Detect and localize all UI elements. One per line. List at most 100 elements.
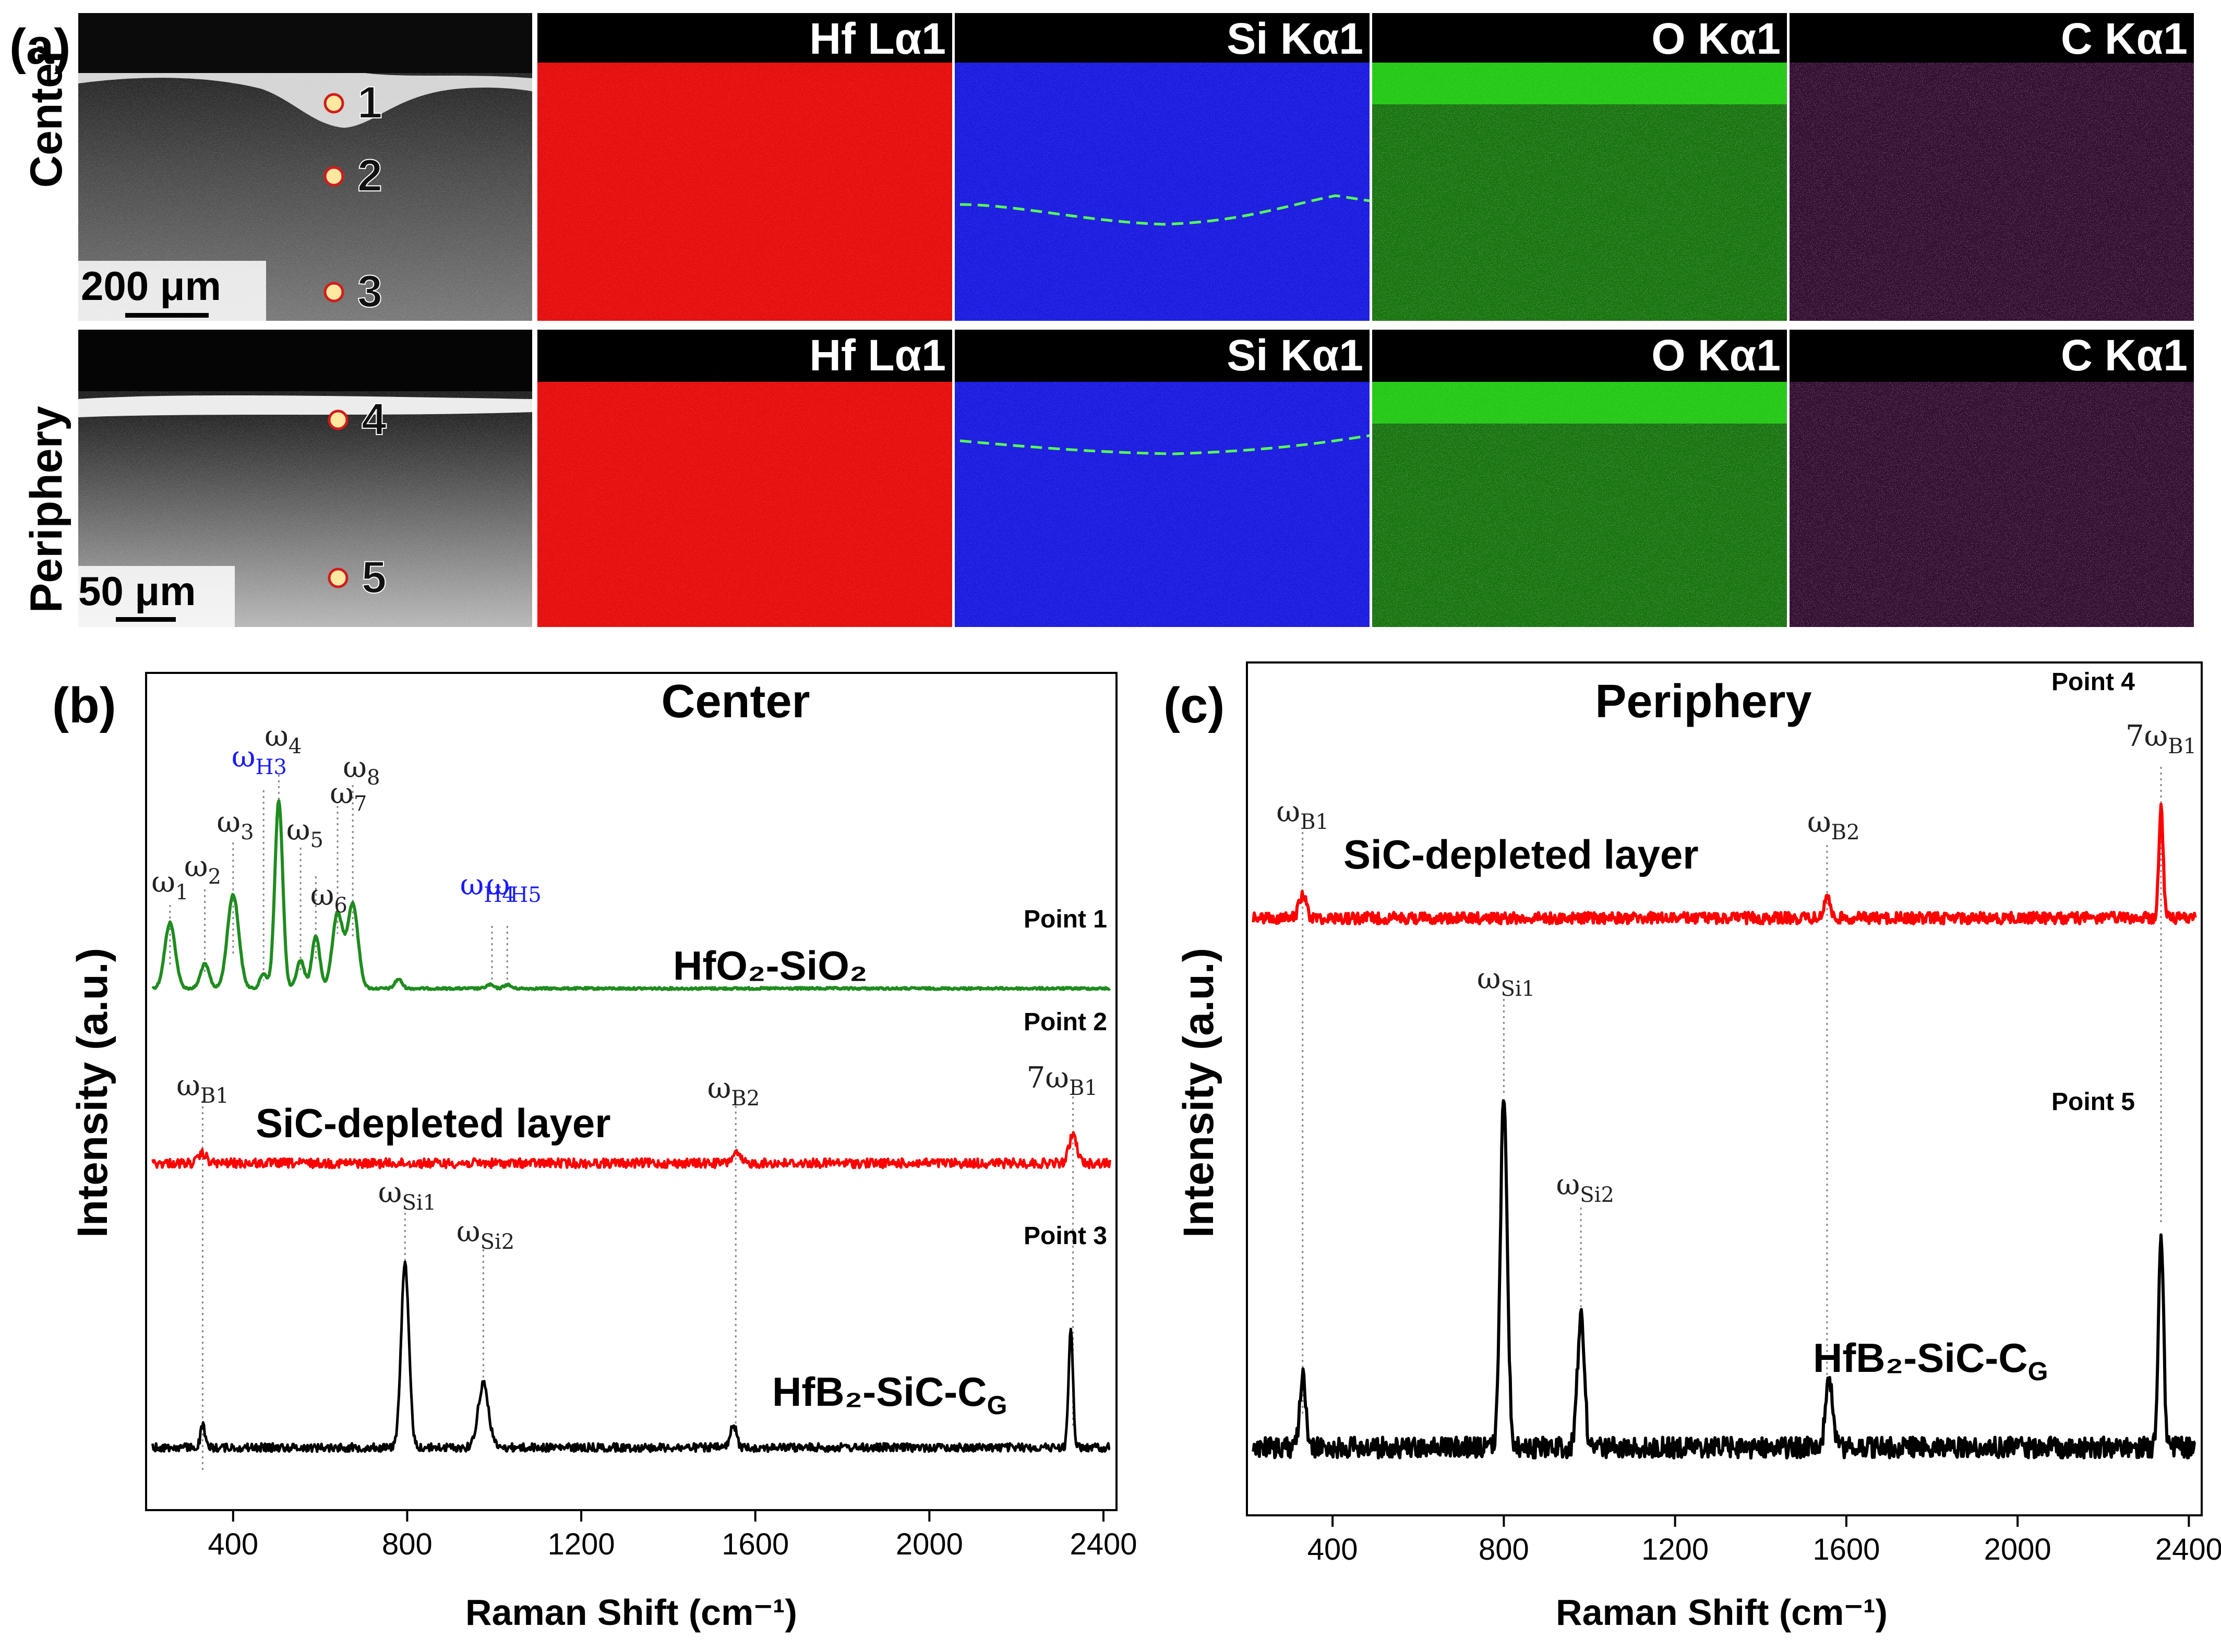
x-ticks-c: 400 800 1200 1600 2000 2400 bbox=[1307, 1515, 2221, 1566]
x-tick-label: 1600 bbox=[1812, 1533, 1880, 1566]
x-tick-label: 2400 bbox=[1070, 1527, 1137, 1561]
panel-c: (c) Periphery Intensity (a.u.) Raman Shi… bbox=[1163, 661, 2221, 1633]
peak-label: ωH3 bbox=[232, 740, 287, 779]
x-ticks-b: 400 800 1200 1600 2000 2400 bbox=[208, 1510, 1137, 1561]
eds-map-hf-0: Hf Lα1 bbox=[537, 13, 952, 321]
peak-label: ωSi2 bbox=[457, 1215, 514, 1254]
trace-point2-sic-depleted bbox=[151, 1131, 1111, 1169]
peak-label: ωH4 bbox=[460, 868, 515, 907]
row-label-center: Center bbox=[21, 46, 71, 188]
boundary-line-center bbox=[959, 194, 1370, 226]
peak-label: ω1 bbox=[151, 865, 188, 905]
panel-label-c: (c) bbox=[1163, 678, 1224, 733]
map-label: Si Kα1 bbox=[1227, 14, 1363, 63]
measurement-points: 1 2 3 4 5 bbox=[323, 77, 387, 603]
point-number: 1 bbox=[357, 78, 382, 128]
plot-title-c: Periphery bbox=[1595, 676, 1811, 728]
sem-image-center bbox=[78, 13, 532, 321]
scale-bar-label-periphery: 50 μm bbox=[78, 568, 196, 614]
peak-label: 7ωB1 bbox=[1027, 1061, 1098, 1100]
y-axis-label-c: Intensity (a.u.) bbox=[1175, 948, 1222, 1238]
y-axis-label-b: Intensity (a.u.) bbox=[69, 948, 116, 1238]
plot-frame-c bbox=[1246, 661, 2203, 1516]
trace-point5-hfb2-sic-cg bbox=[1252, 1099, 2196, 1460]
trace-label-hfb2-c: HfB₂-SiC-CG bbox=[1813, 1335, 2048, 1386]
peak-label: ωB1 bbox=[1276, 795, 1329, 834]
x-tick-label: 1200 bbox=[1641, 1533, 1709, 1566]
map-label: O Kα1 bbox=[1651, 331, 1781, 380]
map-label: C Kα1 bbox=[2061, 331, 2188, 380]
x-tick-label: 800 bbox=[382, 1527, 433, 1561]
map-label: C Kα1 bbox=[2061, 14, 2188, 63]
eds-map-o-1: O Kα1 bbox=[1372, 330, 1787, 627]
eds-map-o-0: O Kα1 bbox=[1372, 13, 1787, 321]
trace-label-hfb2-b: HfB₂-SiC-CG bbox=[772, 1369, 1007, 1420]
x-tick-label: 2400 bbox=[2155, 1533, 2221, 1566]
map-label: O Kα1 bbox=[1651, 14, 1781, 63]
peak-label: ωSi2 bbox=[1556, 1168, 1614, 1207]
trace-label-hfo2-sio2: HfO₂-SiO₂ bbox=[673, 943, 868, 988]
peak-guides-c bbox=[1302, 767, 2162, 1416]
panel-label-a: (a) bbox=[9, 19, 70, 75]
trace-label-sic-depleted-b: SiC-depleted layer bbox=[256, 1100, 611, 1146]
boundary-line-periphery bbox=[959, 434, 1370, 455]
x-axis-label-b: Raman Shift (cm⁻¹) bbox=[465, 1592, 797, 1633]
peak-label: ωH5 bbox=[486, 868, 542, 907]
eds-map-c-0: C Kα1 bbox=[1790, 13, 2194, 321]
peak-label: ω8 bbox=[343, 751, 380, 790]
plot-title-b: Center bbox=[661, 676, 810, 728]
eds-map-c-1: C Kα1 bbox=[1790, 330, 2194, 627]
eds-maps-center: Hf Lα1 Si Kα1 O Kα1 C Kα1 bbox=[537, 13, 2194, 321]
peak-label: ωB2 bbox=[707, 1071, 760, 1111]
map-label: Si Kα1 bbox=[1227, 331, 1363, 380]
panel-a: (a) Center Periphery Hf Lα1 Si Kα1 O Kα1 C … bbox=[9, 13, 2194, 627]
eds-map-hf-1: Hf Lα1 bbox=[537, 330, 952, 627]
x-axis-label-c: Raman Shift (cm⁻¹) bbox=[1556, 1592, 1888, 1633]
point-number: 2 bbox=[357, 151, 382, 201]
point-marker-3: 3 bbox=[323, 266, 383, 317]
panel-b: (b) Center Intensity (a.u.) Raman Shift … bbox=[52, 672, 1137, 1633]
peak-label: ωSi1 bbox=[1477, 962, 1535, 1001]
peak-label: ω5 bbox=[286, 813, 323, 852]
eds-map-si-1: Si Kα1 bbox=[955, 330, 1370, 627]
row-label-periphery: Periphery bbox=[21, 406, 71, 613]
peak-label: ω6 bbox=[310, 878, 347, 918]
point-number: 5 bbox=[362, 552, 387, 602]
x-tick-label: 2000 bbox=[1984, 1533, 2051, 1566]
eds-map-si-0: Si Kα1 bbox=[955, 13, 1370, 321]
point-marker-2: 2 bbox=[323, 150, 383, 201]
map-label: Hf Lα1 bbox=[809, 331, 946, 380]
map-label: Hf Lα1 bbox=[809, 14, 946, 63]
trace-point4-sic-depleted bbox=[1252, 802, 2197, 925]
plot-frame-b bbox=[145, 672, 1118, 1511]
point-number: 4 bbox=[362, 394, 387, 444]
x-tick-label: 800 bbox=[1479, 1533, 1529, 1566]
point-label-2: Point 2 bbox=[1024, 1008, 1107, 1036]
x-tick-label: 400 bbox=[208, 1527, 258, 1561]
point-marker-5: 5 bbox=[328, 552, 387, 603]
panel-label-b: (b) bbox=[52, 678, 116, 733]
peak-label: ωB1 bbox=[176, 1069, 229, 1108]
peak-label: ωB2 bbox=[1807, 805, 1860, 845]
point-marker-1: 1 bbox=[323, 77, 383, 128]
trace-point3-hfb2-sic-cg bbox=[151, 1260, 1111, 1453]
point-label-5: Point 5 bbox=[2051, 1088, 2135, 1116]
x-tick-label: 400 bbox=[1307, 1533, 1358, 1566]
point-label-4: Point 4 bbox=[2051, 668, 2135, 696]
peak-label: ω3 bbox=[217, 805, 254, 845]
trace-point1-hfo2-sio2 bbox=[151, 799, 1111, 991]
peak-label: ω4 bbox=[265, 719, 302, 758]
peak-labels-c: ωB1 ωB2 7ωB1 ωSi1 ωSi2 bbox=[1276, 719, 2196, 1207]
point-label-3: Point 3 bbox=[1024, 1222, 1107, 1250]
peak-label: 7ωB1 bbox=[2126, 719, 2196, 758]
scale-bar-label-center: 200 μm bbox=[81, 263, 221, 309]
point-label-1: Point 1 bbox=[1024, 906, 1107, 933]
peak-label: ωSi1 bbox=[378, 1176, 436, 1215]
x-tick-label: 1600 bbox=[722, 1527, 789, 1561]
peak-label: ω7 bbox=[330, 777, 367, 816]
scale-bar-center: 200 μm bbox=[78, 261, 266, 321]
point-marker-4: 4 bbox=[328, 394, 387, 445]
x-tick-label: 1200 bbox=[548, 1527, 615, 1561]
